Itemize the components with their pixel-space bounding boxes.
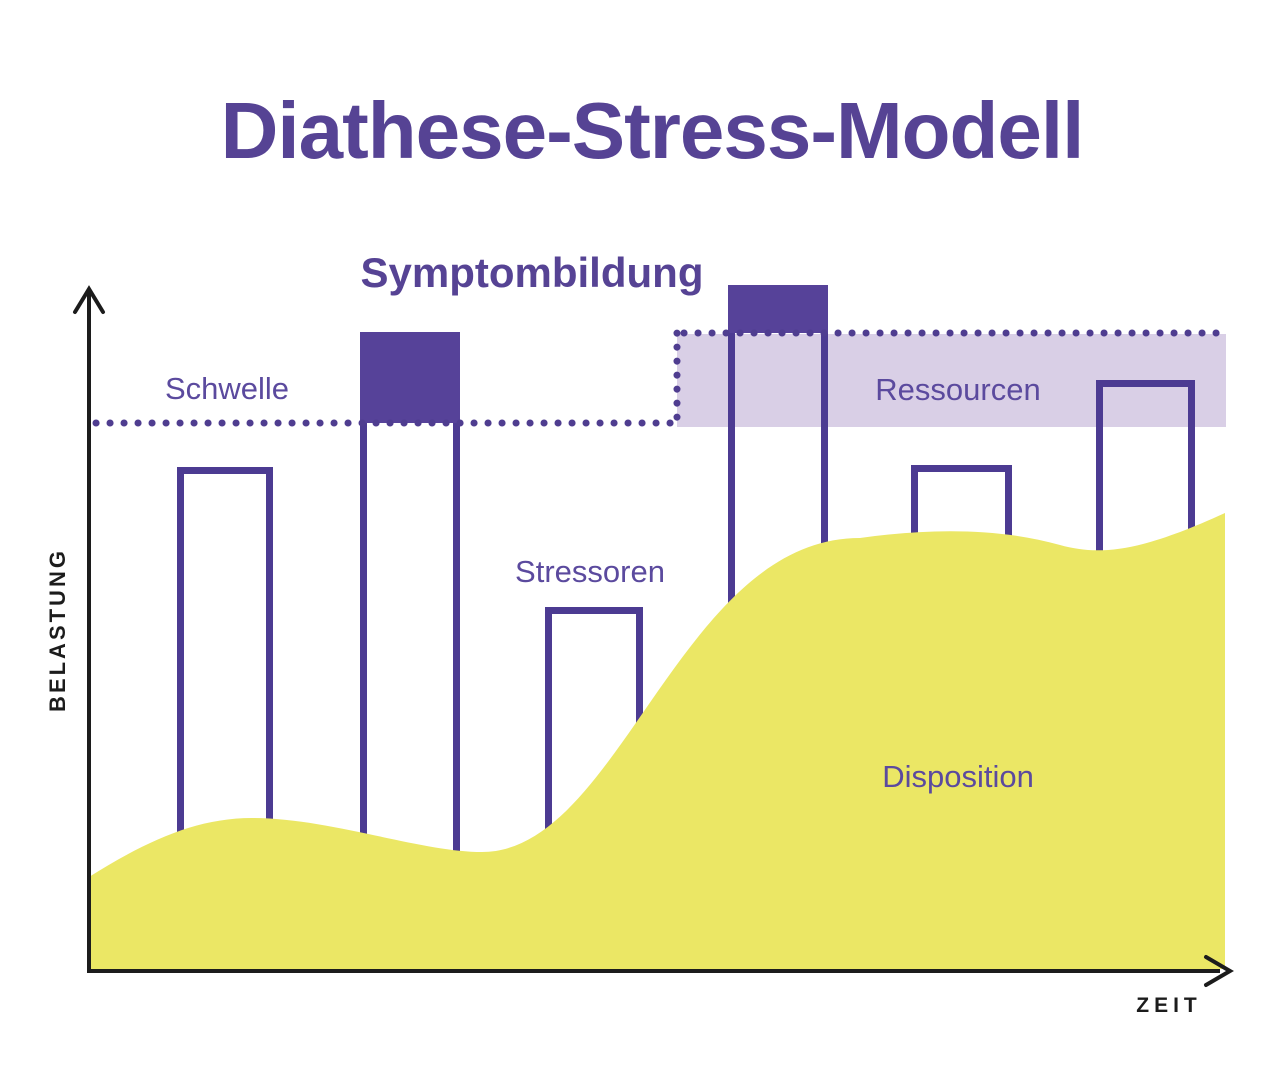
zeit-axis-label: ZEIT — [1136, 994, 1202, 1017]
y-axis-arrowhead — [73, 285, 105, 314]
symptom-cap-bar2 — [360, 332, 460, 423]
schwelle-label: Schwelle — [165, 371, 289, 406]
disposition-label: Disposition — [882, 759, 1034, 794]
page-title: Diathese-Stress-Modell — [221, 86, 1084, 175]
symptombildung-label: Symptombildung — [361, 249, 704, 296]
belastung-axis-label: BELASTUNG — [45, 548, 70, 712]
x-axis-arrowhead — [1204, 955, 1234, 987]
symptom-cap-bar4 — [728, 285, 828, 333]
disposition-area — [89, 513, 1225, 969]
ressourcen-label: Ressourcen — [875, 372, 1040, 407]
stressoren-label: Stressoren — [515, 554, 665, 589]
